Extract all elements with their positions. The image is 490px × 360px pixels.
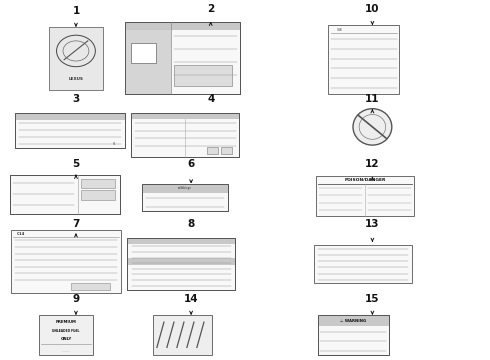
Bar xyxy=(125,22,240,94)
Bar xyxy=(127,238,235,244)
Bar xyxy=(131,113,239,118)
Bar xyxy=(221,147,232,154)
Text: 14: 14 xyxy=(184,294,198,304)
Text: calibb/cge: calibb/cge xyxy=(178,186,192,190)
Text: 6: 6 xyxy=(188,159,195,169)
Bar xyxy=(127,238,235,290)
Text: 9: 9 xyxy=(73,294,79,304)
Text: 61: 61 xyxy=(113,141,116,145)
Bar xyxy=(49,27,103,90)
Text: 11: 11 xyxy=(365,94,380,104)
Bar xyxy=(10,175,120,214)
Bar xyxy=(127,258,235,265)
Bar xyxy=(15,113,125,120)
Bar xyxy=(318,315,389,355)
Bar xyxy=(318,315,389,326)
Bar xyxy=(316,176,414,216)
Text: LEXUS: LEXUS xyxy=(69,77,83,81)
Text: 1: 1 xyxy=(73,6,79,16)
Bar xyxy=(142,184,228,211)
Bar xyxy=(49,27,103,90)
Bar xyxy=(81,179,115,188)
Text: 3: 3 xyxy=(73,94,79,104)
Text: 10: 10 xyxy=(365,4,380,14)
Bar xyxy=(328,25,399,94)
Text: 12: 12 xyxy=(365,159,380,169)
Text: UNLEADED FUEL: UNLEADED FUEL xyxy=(52,329,80,333)
Bar xyxy=(39,315,93,355)
Bar xyxy=(72,283,110,290)
Text: C14: C14 xyxy=(16,231,24,235)
Text: PREMIUM: PREMIUM xyxy=(56,320,76,324)
Text: 15: 15 xyxy=(365,294,380,304)
Text: 8: 8 xyxy=(188,219,195,229)
Bar xyxy=(15,113,125,148)
Text: ONLY: ONLY xyxy=(61,337,72,341)
Bar xyxy=(207,147,218,154)
Text: ⚠ WARNING: ⚠ WARNING xyxy=(340,319,366,323)
Bar xyxy=(314,245,412,283)
Bar xyxy=(10,175,120,214)
Bar xyxy=(125,22,171,94)
Text: 7: 7 xyxy=(72,219,80,229)
Bar xyxy=(125,22,240,94)
Bar xyxy=(15,113,125,148)
Text: POISON/DANGER: POISON/DANGER xyxy=(344,178,386,182)
Bar xyxy=(131,43,156,63)
Bar xyxy=(81,190,115,200)
Bar xyxy=(142,184,228,211)
Bar xyxy=(153,315,212,355)
Bar xyxy=(131,113,239,157)
Text: 148: 148 xyxy=(337,28,343,32)
Bar xyxy=(131,113,239,157)
Text: 13: 13 xyxy=(365,219,380,229)
Text: 5: 5 xyxy=(73,159,79,169)
Bar xyxy=(318,315,389,355)
Text: 2: 2 xyxy=(207,4,214,14)
Bar xyxy=(125,22,240,30)
Bar xyxy=(174,65,232,86)
Text: 4: 4 xyxy=(207,94,215,104)
Bar xyxy=(127,238,235,290)
Ellipse shape xyxy=(353,109,392,145)
Bar xyxy=(11,230,121,293)
Text: ............: ............ xyxy=(62,348,71,353)
Bar xyxy=(142,184,228,193)
